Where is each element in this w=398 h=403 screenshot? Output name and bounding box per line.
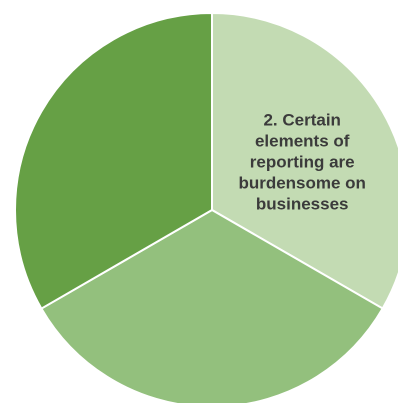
pie-slice-label-line: businesses [256, 195, 349, 214]
pie-slice-label-line: 2. Certain [263, 111, 340, 130]
pie-slice-2 [40, 208, 384, 403]
pie-slices [13, 11, 398, 403]
pie-slice-1 [211, 11, 398, 310]
pie-slice-label-line: elements of [255, 132, 350, 151]
pie-labels: 2. Certain elements of reporting are burden… [238, 111, 366, 214]
pie-slice-label-1: 2. Certain elements of reporting are burden… [238, 111, 366, 214]
pie-slice-label-line: reporting are [250, 153, 355, 172]
pie-slice-3 [13, 11, 213, 310]
pie-slice-label-line: burdensome on [238, 174, 366, 193]
